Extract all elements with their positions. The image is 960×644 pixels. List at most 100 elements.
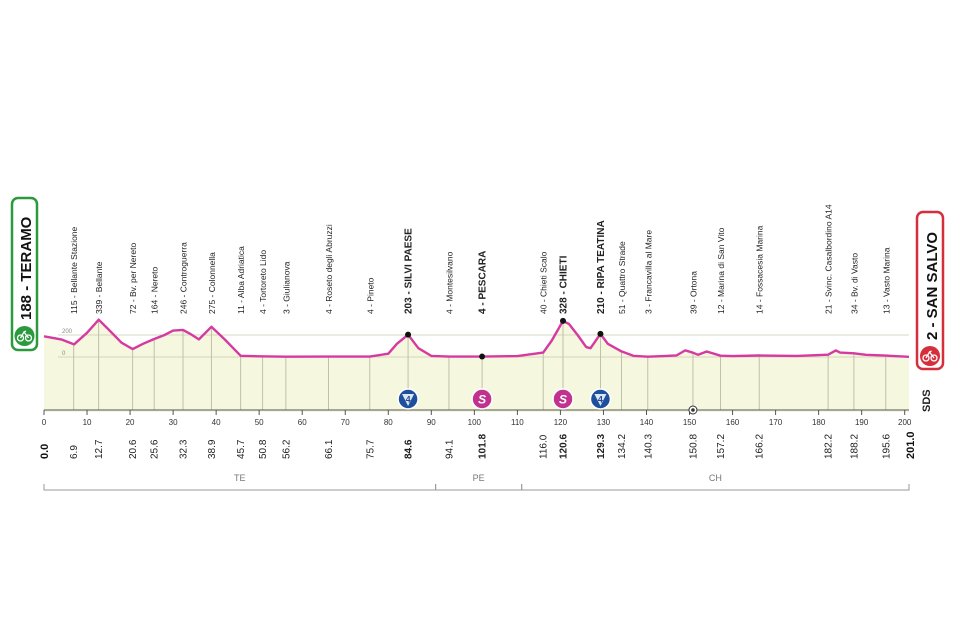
x-tick-label: 170 [769, 418, 783, 427]
place-label: 13 - Vasto Marina [881, 247, 891, 314]
start-badge: 188 - TERAMO [10, 196, 39, 352]
km-distance-label: 182.2 [824, 434, 835, 459]
place-label: 328 - CHIETI [559, 255, 570, 314]
climb-category-badge: 4 [589, 388, 612, 410]
sprint-badge: S [552, 388, 574, 410]
place-dot-marker [560, 317, 566, 324]
start-label: 188 - TERAMO [18, 216, 35, 320]
y-tick-label: 0 [62, 351, 66, 357]
finish-bike-icon [920, 346, 940, 366]
place-label: 21 - Svinc. Casalbordino A14 [824, 204, 834, 314]
km-distance-label: 56.2 [281, 439, 292, 459]
place-label: 51 - Quattro Strade [617, 241, 627, 314]
place-dot-marker [597, 330, 604, 337]
km-distance-label: 38.9 [207, 439, 218, 459]
place-label: 275 - Colonnella [207, 252, 217, 314]
place-label: 4 - PESCARA [478, 251, 489, 314]
climb-triangle-icon [402, 394, 415, 406]
km-distance-label: 120.6 [559, 434, 570, 459]
region-bracket-line [521, 484, 910, 491]
x-tick-label: 70 [341, 418, 350, 427]
x-tick-label: 50 [255, 418, 264, 427]
km-distance-label: 75.7 [365, 439, 376, 459]
place-label: 40 - Chieti Scalo [539, 251, 549, 314]
sprint-badge-label: S [478, 393, 486, 407]
km-distance-label: 94.1 [444, 439, 455, 459]
sprint-badge-circle [471, 388, 493, 410]
x-tick-label: 200 [898, 418, 912, 427]
place-label: 4 - Tortoreto Lido [258, 250, 268, 314]
x-tick-label: 180 [812, 418, 826, 427]
place-label: 11 - Alba Adriatica [236, 246, 246, 314]
km-distance-label: 140.3 [643, 434, 654, 459]
place-label: 34 - Bv. di Vasto [849, 253, 859, 314]
place-label: 3 - Francavilla al Mare [643, 230, 653, 314]
km-distance-label: 6.9 [69, 445, 80, 459]
place-label: 3 - Giulianova [281, 261, 291, 314]
climb-category-label: 4 [406, 395, 411, 405]
region-label: TE [234, 473, 246, 483]
finish-km-label: 201.0 [905, 431, 917, 459]
start-km-label: 0.0 [39, 444, 51, 459]
finish-label: 2 - SAN SALVO [924, 232, 941, 340]
km-distance-label: 32.3 [179, 439, 190, 459]
x-tick-label: 130 [597, 418, 611, 427]
place-label: 115 - Bellante Stazione [69, 226, 79, 314]
km-distance-label: 188.2 [849, 434, 860, 459]
x-tick-label: 80 [384, 418, 393, 427]
region-bracket-line [435, 484, 523, 491]
x-tick-label: 30 [169, 418, 178, 427]
climb-category-badge: 4 [397, 388, 419, 410]
km-distance-label: 116.0 [539, 434, 550, 459]
region-label: PE [473, 473, 485, 483]
x-tick-label: 120 [554, 418, 568, 427]
climb-triangle-icon [594, 394, 607, 406]
brand-logo: SDS [921, 389, 933, 412]
region-label: CH [709, 473, 722, 483]
place-label: 4 - Montesilvano [444, 251, 454, 314]
plot-area: 0 200 0 10 20 30 40 50 60 70 80 90 100 110 120 130 140 15… [42, 204, 912, 491]
km-distance-label: 45.7 [236, 439, 247, 459]
x-tick-label: 90 [427, 418, 436, 427]
km-distance-label: 84.6 [404, 439, 415, 459]
km-distance-label: 166.2 [755, 434, 766, 459]
x-tick-label: 0 [42, 418, 47, 427]
km-distance-label: 66.1 [324, 439, 335, 459]
km-distance-label: 157.2 [716, 434, 727, 459]
place-label: 4 - Roseto degli Abruzzi [324, 224, 334, 314]
place-special-marker-core [691, 408, 695, 412]
profile-line [43, 318, 910, 358]
km-distance-label: 195.6 [881, 434, 892, 459]
place-label: 210 - RIPA TEATINA [596, 220, 607, 314]
x-tick-label: 150 [683, 418, 697, 427]
place-label: 203 - SILVI PAESE [404, 228, 415, 314]
place-label: 164 - Nereto [150, 266, 160, 314]
region-bracket: CH [521, 473, 910, 491]
x-tick-label: 10 [83, 418, 92, 427]
km-distance-label: 101.8 [478, 434, 489, 459]
place-dot-marker [405, 331, 412, 338]
place-label: 14 - Fossacesia Marina [755, 225, 765, 314]
start-bike-icon [14, 326, 35, 346]
x-tick-label: 60 [298, 418, 307, 427]
region-bracket: TE [43, 473, 437, 491]
place-label: 339 - Bellante [94, 261, 104, 314]
region-bracket-line [43, 484, 437, 491]
km-distance-label: 134.2 [617, 434, 628, 459]
km-distance-label: 129.3 [596, 434, 607, 459]
place-label: 246 - Controguerra [179, 242, 189, 314]
km-distance-label: 12.7 [94, 439, 105, 459]
x-tick-label: 40 [212, 418, 221, 427]
place-label: 39 - Ortona [688, 271, 698, 314]
x-tick-label: 20 [126, 418, 135, 427]
sprint-badge-label: S [559, 393, 567, 407]
x-tick-label: 110 [511, 418, 524, 427]
km-distance-label: 20.6 [128, 439, 139, 459]
x-tick-label: 100 [468, 418, 482, 427]
sprint-badge: S [471, 388, 493, 410]
place-label: 12 - Marina di San Vito [716, 227, 726, 314]
km-distance-label: 150.8 [688, 434, 699, 459]
x-tick-label: 190 [855, 418, 869, 427]
